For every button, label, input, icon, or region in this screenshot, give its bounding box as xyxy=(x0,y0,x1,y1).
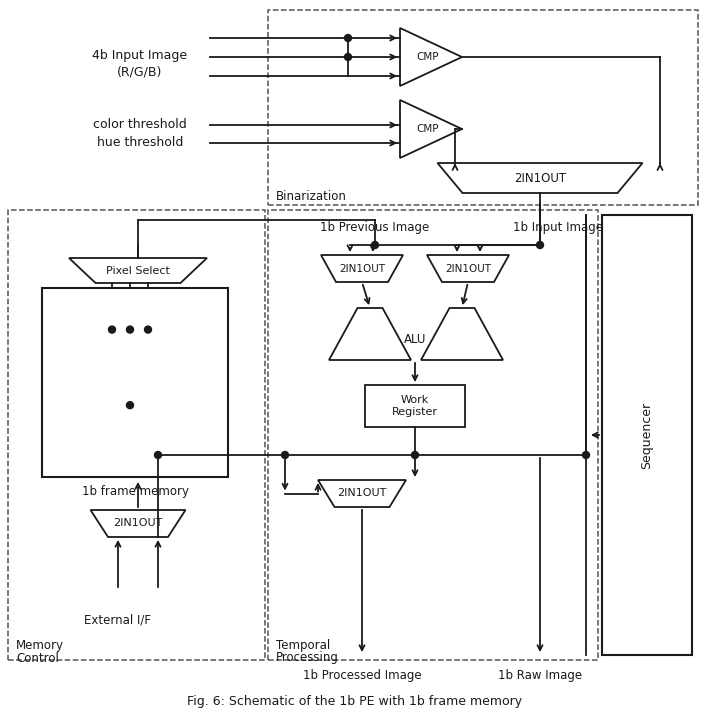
Text: color threshold: color threshold xyxy=(93,118,187,131)
Text: Work
Register: Work Register xyxy=(392,395,438,417)
Bar xyxy=(47,364,82,401)
Polygon shape xyxy=(321,255,403,282)
Bar xyxy=(8,210,265,660)
Bar xyxy=(117,401,153,436)
Bar xyxy=(188,401,223,436)
Bar xyxy=(153,401,188,436)
Circle shape xyxy=(371,242,378,249)
Text: Processing: Processing xyxy=(276,652,339,665)
Bar xyxy=(82,436,117,472)
Polygon shape xyxy=(400,28,462,86)
Bar xyxy=(188,329,223,364)
Bar xyxy=(117,293,153,329)
Circle shape xyxy=(344,34,351,41)
Bar xyxy=(188,293,223,329)
Circle shape xyxy=(126,326,133,333)
Text: CMP: CMP xyxy=(417,52,439,62)
Text: 2IN1OUT: 2IN1OUT xyxy=(445,264,491,274)
Bar xyxy=(117,436,153,472)
Text: 1b Raw Image: 1b Raw Image xyxy=(498,669,582,682)
Bar xyxy=(153,293,188,329)
Text: Temporal: Temporal xyxy=(276,639,330,652)
Text: CMP: CMP xyxy=(417,124,439,134)
Text: Memory: Memory xyxy=(16,639,64,652)
Circle shape xyxy=(281,451,288,458)
Circle shape xyxy=(109,326,116,333)
Text: Fig. 6: Schematic of the 1b PE with 1b frame memory: Fig. 6: Schematic of the 1b PE with 1b f… xyxy=(187,694,523,707)
Text: 4b Input Image: 4b Input Image xyxy=(92,48,187,61)
Polygon shape xyxy=(318,480,406,507)
Polygon shape xyxy=(437,163,643,193)
Text: 1b frame memory: 1b frame memory xyxy=(82,486,188,498)
Bar xyxy=(82,293,117,329)
Bar xyxy=(47,401,82,436)
Text: 1b Processed Image: 1b Processed Image xyxy=(302,669,421,682)
Bar xyxy=(47,329,82,364)
Bar xyxy=(153,436,188,472)
Text: 2IN1OUT: 2IN1OUT xyxy=(514,172,566,185)
Text: 1b Input Image: 1b Input Image xyxy=(513,222,603,235)
Text: Binarization: Binarization xyxy=(276,190,347,203)
Text: External I/F: External I/F xyxy=(84,613,151,627)
Polygon shape xyxy=(90,510,185,537)
Circle shape xyxy=(126,401,133,409)
Bar xyxy=(188,364,223,401)
Bar xyxy=(117,329,153,364)
Bar xyxy=(117,364,153,401)
Polygon shape xyxy=(421,308,503,360)
Bar xyxy=(47,293,82,329)
Text: Sequencer: Sequencer xyxy=(640,401,653,468)
Polygon shape xyxy=(69,258,207,283)
Polygon shape xyxy=(329,308,411,360)
Circle shape xyxy=(412,451,418,458)
Polygon shape xyxy=(427,255,509,282)
Bar xyxy=(188,436,223,472)
Bar xyxy=(268,10,698,205)
Bar xyxy=(82,364,117,401)
Text: ALU: ALU xyxy=(404,333,426,346)
Bar xyxy=(47,436,82,472)
Text: 2IN1OUT: 2IN1OUT xyxy=(337,488,387,498)
Polygon shape xyxy=(400,100,462,158)
Text: 2IN1OUT: 2IN1OUT xyxy=(114,518,163,528)
Bar xyxy=(602,215,692,655)
Bar xyxy=(365,385,465,427)
Bar xyxy=(268,210,598,660)
Text: Pixel Select: Pixel Select xyxy=(106,265,170,275)
Bar xyxy=(153,364,188,401)
Circle shape xyxy=(537,242,543,249)
Circle shape xyxy=(155,451,161,458)
Circle shape xyxy=(145,326,151,333)
Text: (R/G/B): (R/G/B) xyxy=(117,66,163,78)
Circle shape xyxy=(344,53,351,61)
Text: Control: Control xyxy=(16,652,59,665)
Bar xyxy=(153,329,188,364)
Text: hue threshold: hue threshold xyxy=(97,136,183,150)
Bar xyxy=(82,401,117,436)
Text: 1b Previous Image: 1b Previous Image xyxy=(320,222,430,235)
Circle shape xyxy=(582,451,589,458)
Bar xyxy=(82,329,117,364)
Bar xyxy=(42,288,228,477)
Text: 2IN1OUT: 2IN1OUT xyxy=(339,264,385,274)
